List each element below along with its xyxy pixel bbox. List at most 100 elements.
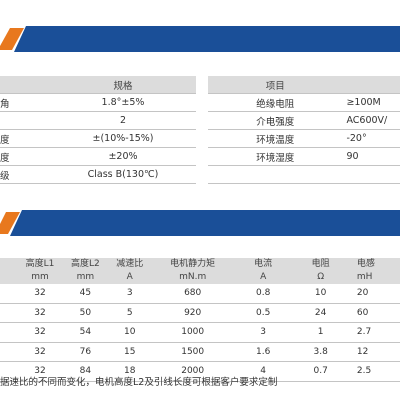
spec-right-header-cell: [342, 76, 400, 94]
table-row: 度 ±(10%-15%): [0, 129, 196, 148]
performance-cell: 32: [17, 284, 63, 304]
performance-cell: 4: [233, 361, 293, 382]
section-banner-bottom: [0, 210, 400, 236]
spec-right-header: 项目: [208, 76, 400, 94]
performance-cell: 32: [17, 342, 63, 362]
spec-left-cell: 2: [50, 111, 196, 130]
performance-cell: 10: [108, 322, 152, 343]
performance-cell: 18: [108, 361, 152, 382]
performance-unit-cell: mm: [17, 271, 63, 284]
performance-cell: 1500: [151, 342, 234, 362]
spec-right-cell: 环境湿度: [208, 147, 343, 166]
performance-cell: [0, 342, 18, 362]
performance-cell: 0.8: [233, 284, 293, 304]
performance-unit-row: mm mm A mN.m A Ω mH: [0, 271, 400, 284]
performance-table: 高度L1 高度L2 减速比 电机静力矩 电流 电阻 电感 mm mm A mN.…: [0, 258, 400, 382]
performance-cell: 1000: [151, 322, 234, 343]
spec-right-cell: ≥100M: [342, 93, 400, 112]
table-row: 介电强度 AC600V/: [208, 111, 400, 130]
performance-unit-cell: Ω: [292, 271, 349, 284]
performance-cell: 3: [233, 322, 293, 343]
spec-left-cell: 角: [0, 93, 50, 112]
performance-header-cell: 高度L2: [62, 258, 109, 271]
performance-cell: 12: [348, 342, 400, 362]
spec-right-cell: 介电强度: [208, 111, 343, 130]
performance-unit-cell: mm: [62, 271, 109, 284]
performance-header-cell: 电感: [348, 258, 400, 271]
performance-cell: 32: [17, 322, 63, 343]
performance-unit-cell: mH: [348, 271, 400, 284]
performance-header-cell: 减速比: [108, 258, 152, 271]
spec-right-cell: 90: [342, 147, 400, 166]
performance-cell: 10: [292, 284, 349, 304]
performance-cell: 2.5: [348, 361, 400, 382]
performance-cell: 3.8: [292, 342, 349, 362]
spec-right-cell: 环境温度: [208, 129, 343, 148]
table-row: 2: [0, 111, 196, 130]
table-row: 级 Class B(130℃): [0, 165, 196, 184]
spec-table-right: 项目 绝缘电阻 ≥100M 介电强度 AC600V/ 环境温度 -20° 环境湿…: [208, 76, 400, 184]
section-banner-top: [0, 26, 400, 52]
performance-header-row: 高度L1 高度L2 减速比 电机静力矩 电流 电阻 电感: [0, 258, 400, 271]
performance-cell: 84: [62, 361, 109, 382]
spec-right-cell: [342, 165, 400, 184]
performance-header-cell: [0, 258, 18, 271]
performance-unit-cell: A: [108, 271, 152, 284]
performance-cell: [0, 361, 18, 382]
spec-right-cell: AC600V/: [342, 111, 400, 130]
table-row: 32 54 10 1000 3 1 2.7: [0, 322, 400, 343]
table-row: [208, 165, 400, 184]
spec-left-cell: [0, 111, 50, 130]
spec-right-cell: [208, 165, 343, 184]
spec-table-left: 规格 角 1.8°±5% 2 度 ±(10%-15%) 度 ±20% 级 Cla…: [0, 76, 196, 184]
performance-header-cell: 电流: [233, 258, 293, 271]
performance-cell: 24: [292, 303, 349, 323]
performance-header-cell: 电机静力矩: [151, 258, 234, 271]
performance-cell: 15: [108, 342, 152, 362]
performance-cell: 920: [151, 303, 234, 323]
banner-orange-accent: [0, 26, 26, 52]
footnote: 据速比的不同而变化，电机高度L2及引线长度可根据客户要求定制: [0, 377, 278, 388]
performance-cell: 32: [17, 303, 63, 323]
spec-left-cell: 度: [0, 129, 50, 148]
performance-unit-cell: mN.m: [151, 271, 234, 284]
table-row: 角 1.8°±5%: [0, 93, 196, 112]
performance-cell: [0, 303, 18, 323]
banner-orange-accent: [0, 210, 22, 236]
spec-right-header-cell: 项目: [208, 76, 343, 94]
performance-cell: 60: [348, 303, 400, 323]
performance-cell: 0.5: [233, 303, 293, 323]
spec-left-cell: 1.8°±5%: [50, 93, 196, 112]
spec-right-cell: -20°: [342, 129, 400, 148]
spec-left-cell: Class B(130℃): [50, 165, 196, 184]
table-row: 绝缘电阻 ≥100M: [208, 93, 400, 112]
table-row: 32 45 3 680 0.8 10 20: [0, 284, 400, 304]
performance-cell: 3: [108, 284, 152, 304]
table-row: 32 76 15 1500 1.6 3.8 12: [0, 342, 400, 362]
banner-blue-bar: [0, 210, 400, 236]
performance-cell: 0.7: [292, 361, 349, 382]
performance-cell: 5: [108, 303, 152, 323]
spec-left-cell: 级: [0, 165, 50, 184]
spec-right-cell: 绝缘电阻: [208, 93, 343, 112]
performance-unit-cell: A: [233, 271, 293, 284]
performance-unit-cell: [0, 271, 18, 284]
table-row: 32 50 5 920 0.5 24 60: [0, 303, 400, 323]
spec-left-header: 规格: [0, 76, 196, 94]
performance-cell: 680: [151, 284, 234, 304]
performance-cell: 54: [62, 322, 109, 343]
performance-cell: 20: [348, 284, 400, 304]
table-row: 32 84 18 2000 4 0.7 2.5: [0, 361, 400, 382]
performance-cell: 32: [17, 361, 63, 382]
performance-header-cell: 电阻: [292, 258, 349, 271]
performance-cell: 1.6: [233, 342, 293, 362]
spec-left-header-cell: 规格: [50, 76, 196, 94]
table-row: 环境温度 -20°: [208, 129, 400, 148]
performance-header-cell: 高度L1: [17, 258, 63, 271]
performance-cell: 76: [62, 342, 109, 362]
performance-cell: 2000: [151, 361, 234, 382]
spec-left-header-cell: [0, 76, 50, 94]
spec-left-cell: 度: [0, 147, 50, 166]
spec-left-cell: ±(10%-15%): [50, 129, 196, 148]
performance-cell: 1: [292, 322, 349, 343]
